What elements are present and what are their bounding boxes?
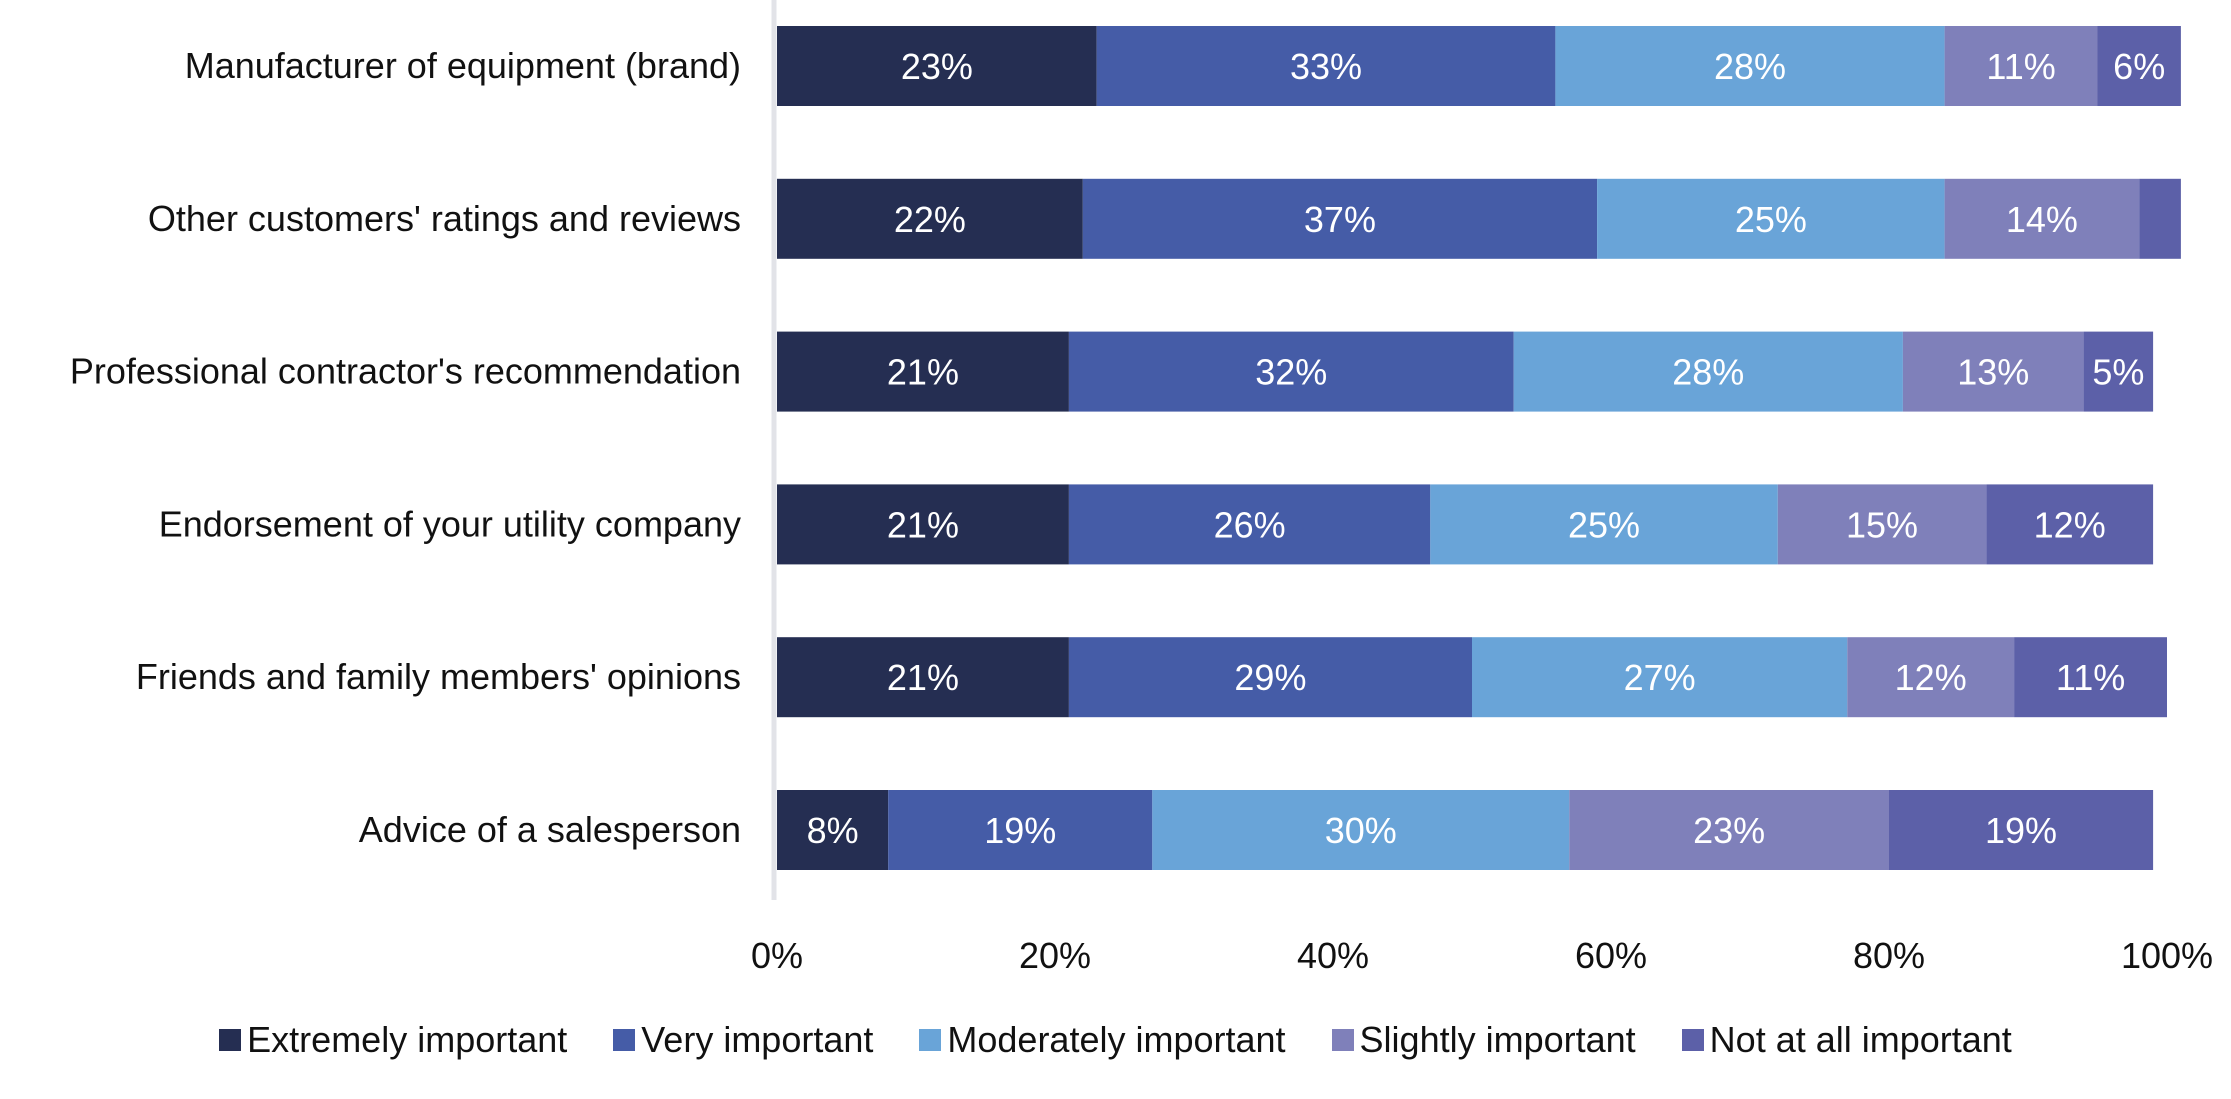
bar-segment: [1068, 637, 1472, 718]
bar-segment: [1847, 637, 2015, 718]
data-label: 6%: [2113, 46, 2165, 87]
data-label: 27%: [1624, 657, 1696, 698]
data-label: 11%: [1986, 46, 2055, 87]
x-tick-label: 20%: [1019, 935, 1091, 976]
category-labels: Manufacturer of equipment (brand) Other c…: [70, 45, 741, 850]
category-label: Other customers' ratings and reviews: [148, 198, 741, 239]
x-tick-label: 0%: [751, 935, 803, 976]
legend-label: Very important: [641, 1019, 874, 1060]
legend-item: Extremely important: [219, 1019, 567, 1061]
bar-segment: [1430, 484, 1778, 565]
bar-segment: [1152, 790, 1570, 870]
x-tick-label: 60%: [1575, 935, 1647, 976]
bar-segment: [1944, 178, 2140, 259]
legend-label: Extremely important: [247, 1019, 568, 1060]
legend-label: Not at all important: [1709, 1019, 2012, 1060]
data-label: 33%: [1290, 46, 1362, 87]
bar-segment: [2139, 178, 2181, 259]
category-label: Professional contractor's recommendation: [70, 351, 741, 392]
data-labels: 23% 33% 28% 11% 6% 22% 37% 25% 14% 21% 32% 28% 13% 5%…: [807, 46, 2166, 851]
data-label: 21%: [887, 504, 959, 545]
bar-segment: [1096, 26, 1556, 106]
bar-segment: [1986, 484, 2154, 565]
legend-swatch-icon: [1331, 1029, 1354, 1051]
data-label: 21%: [887, 657, 959, 698]
bar-segment: [2083, 331, 2154, 412]
legend-item: Not at all important: [1681, 1019, 2012, 1061]
data-label: 25%: [1568, 504, 1640, 545]
data-label: 12%: [1895, 657, 1967, 698]
bar-segment: [888, 790, 1153, 870]
category-label: Friends and family members' opinions: [136, 656, 741, 697]
bar-segment: [777, 637, 1069, 718]
legend-label: Moderately important: [947, 1019, 1286, 1060]
data-label: 19%: [984, 810, 1056, 851]
data-label: 22%: [894, 199, 966, 240]
bar-segment: [1068, 331, 1514, 412]
data-label: 12%: [2034, 504, 2106, 545]
legend: Extremely important Very important Moderat…: [0, 1010, 2231, 1070]
x-tick-label: 100%: [2121, 935, 2213, 976]
data-label: 30%: [1325, 810, 1397, 851]
bar-segment: [1902, 331, 2084, 412]
bar-segment: [777, 26, 1097, 106]
legend-label: Slightly important: [1359, 1019, 1636, 1060]
data-label: 15%: [1846, 504, 1918, 545]
bar-segment: [1082, 178, 1598, 259]
data-label: 11%: [2056, 657, 2125, 698]
bar-segment: [2014, 637, 2167, 718]
data-label: 5%: [2092, 352, 2144, 393]
x-tick-label: 80%: [1853, 935, 1925, 976]
bar-segment: [2097, 26, 2181, 106]
bar-segment: [1513, 331, 1903, 412]
bar-segment: [1889, 790, 2154, 870]
x-tick-label: 40%: [1297, 935, 1369, 976]
bar-segment: [1068, 484, 1431, 565]
data-label: 23%: [901, 46, 973, 87]
data-label: 37%: [1304, 199, 1376, 240]
data-label: 28%: [1672, 352, 1744, 393]
legend-swatch-icon: [219, 1029, 242, 1051]
legend-item: Moderately important: [919, 1019, 1286, 1061]
legend-item: Very important: [613, 1019, 873, 1061]
legend-item: Slightly important: [1331, 1019, 1636, 1061]
data-label: 26%: [1214, 504, 1286, 545]
data-label: 28%: [1714, 46, 1786, 87]
bar-segment: [1777, 484, 1987, 565]
data-label: 19%: [1985, 810, 2057, 851]
category-label: Endorsement of your utility company: [159, 503, 741, 544]
legend-swatch-icon: [613, 1029, 636, 1051]
bar-segment: [1944, 26, 2098, 106]
bar-segment: [1569, 790, 1889, 870]
category-label: Manufacturer of equipment (brand): [185, 45, 741, 86]
data-label: 23%: [1693, 810, 1765, 851]
bar-segment: [1472, 637, 1848, 718]
bar-segment: [777, 331, 1069, 412]
data-label: 29%: [1234, 657, 1306, 698]
data-label: 21%: [887, 352, 959, 393]
category-label: Advice of a salesperson: [359, 809, 741, 850]
bar-segment: [1555, 26, 1945, 106]
legend-swatch-icon: [919, 1029, 942, 1051]
x-axis-ticks: 0% 20% 40% 60% 80% 100%: [751, 935, 2213, 976]
data-label: 14%: [2006, 199, 2078, 240]
bar-segment: [777, 178, 1083, 259]
bar-segment: [777, 790, 889, 870]
data-label: 32%: [1255, 352, 1327, 393]
bars: [777, 26, 2181, 870]
data-label: 13%: [1957, 352, 2029, 393]
bar-segment: [1597, 178, 1945, 259]
data-label: 25%: [1735, 199, 1807, 240]
bar-segment: [777, 484, 1069, 565]
legend-swatch-icon: [1681, 1029, 1704, 1051]
data-label: 8%: [807, 810, 859, 851]
